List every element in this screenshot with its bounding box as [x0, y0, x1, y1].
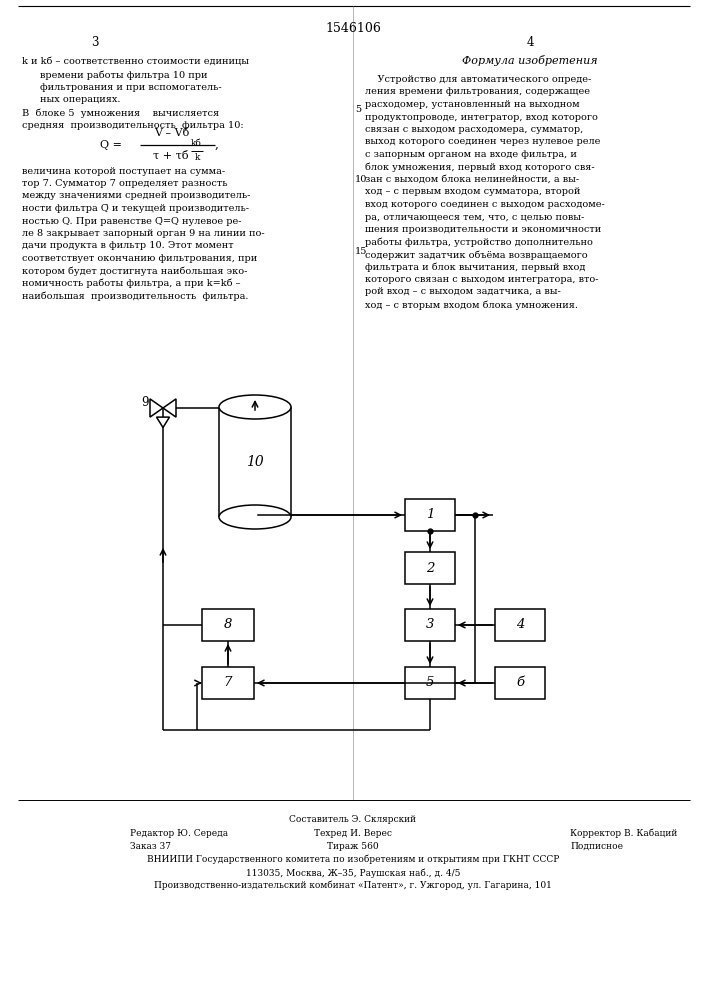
Text: Устройство для автоматического опреде-: Устройство для автоматического опреде-: [365, 75, 591, 84]
Text: Редактор Ю. Середа: Редактор Ю. Середа: [130, 829, 228, 838]
Text: 5: 5: [426, 676, 434, 690]
Text: вход которого соединен с выходом расходоме-: вход которого соединен с выходом расходо…: [365, 200, 604, 209]
Text: продуктопроводе, интегратор, вход которого: продуктопроводе, интегратор, вход которо…: [365, 112, 598, 121]
Text: 15: 15: [355, 247, 368, 256]
Text: 10: 10: [246, 455, 264, 469]
Text: фильтрата и блок вычитания, первый вход: фильтрата и блок вычитания, первый вход: [365, 262, 585, 272]
Text: 113035, Москва, Ж–35, Раушская наб., д. 4/5: 113035, Москва, Ж–35, Раушская наб., д. …: [246, 868, 460, 878]
Text: шения производительности и экономичности: шения производительности и экономичности: [365, 225, 601, 234]
Text: ности фильтра Q̄ и текущей производитель-: ности фильтра Q̄ и текущей производитель…: [22, 204, 249, 213]
Text: наибольшая  производительность  фильтра.: наибольшая производительность фильтра.: [22, 292, 248, 301]
Text: 3: 3: [426, 618, 434, 632]
Text: τ + τб: τ + τб: [153, 150, 189, 160]
Text: 4: 4: [516, 618, 524, 632]
Text: содержит задатчик объёма возвращаемого: содержит задатчик объёма возвращаемого: [365, 250, 588, 259]
Text: соответствует окончанию фильтрования, при: соответствует окончанию фильтрования, пр…: [22, 254, 257, 263]
Text: между значениями средней производитель-: между значениями средней производитель-: [22, 192, 250, 200]
Bar: [202, 609, 254, 641]
Text: средняя  производительность  фильтра 10:: средняя производительность фильтра 10:: [22, 120, 244, 129]
Text: б: б: [516, 676, 524, 690]
Text: ления времени фильтрования, содержащее: ления времени фильтрования, содержащее: [365, 88, 590, 97]
Text: 3: 3: [91, 35, 99, 48]
Text: 5: 5: [355, 105, 361, 114]
Bar: [495, 667, 545, 699]
Text: Производственно-издательский комбинат «Патент», г. Ужгород, ул. Гагарина, 101: Производственно-издательский комбинат «П…: [154, 881, 552, 890]
Text: Формула изобретения: Формула изобретения: [462, 55, 598, 66]
Text: 7: 7: [224, 676, 232, 690]
Text: Заказ 37: Заказ 37: [130, 842, 171, 851]
Text: kб: kб: [191, 138, 201, 147]
Text: ВНИИПИ Государственного комитета по изобретениям и открытиям при ГКНТ СССР: ВНИИПИ Государственного комитета по изоб…: [147, 855, 559, 864]
Bar: [405, 609, 455, 641]
Text: ход – с первым входом сумматора, второй: ход – с первым входом сумматора, второй: [365, 188, 580, 196]
Text: котором будет достигнута наибольшая эко-: котором будет достигнута наибольшая эко-: [22, 266, 247, 276]
Text: 1546106: 1546106: [325, 21, 381, 34]
Text: ра, отличающееся тем, что, с целью повы-: ра, отличающееся тем, что, с целью повы-: [365, 213, 584, 222]
Text: дачи продукта в фильтр 10. Этот момент: дачи продукта в фильтр 10. Этот момент: [22, 241, 233, 250]
Polygon shape: [163, 399, 176, 417]
Polygon shape: [150, 399, 163, 417]
Text: k: k: [194, 153, 199, 162]
Text: блок умножения, первый вход которого свя-: блок умножения, первый вход которого свя…: [365, 162, 595, 172]
Ellipse shape: [219, 505, 291, 529]
Text: с запорным органом на входе фильтра, и: с запорным органом на входе фильтра, и: [365, 150, 577, 159]
Text: величина которой поступает на сумма-: величина которой поступает на сумма-: [22, 166, 225, 176]
Text: выход которого соединен через нулевое реле: выход которого соединен через нулевое ре…: [365, 137, 600, 146]
Text: фильтрования и при вспомогатель-: фильтрования и при вспомогатель-: [40, 83, 221, 92]
Text: тор 7. Сумматор 7 определяет разность: тор 7. Сумматор 7 определяет разность: [22, 179, 228, 188]
Text: 4: 4: [526, 35, 534, 48]
Bar: [405, 667, 455, 699]
Text: номичность работы фильтра, а при k=kб –: номичность работы фильтра, а при k=kб –: [22, 279, 240, 288]
Text: расходомер, установленный на выходном: расходомер, установленный на выходном: [365, 100, 580, 109]
Text: Корректор В. Кабаций: Корректор В. Кабаций: [570, 829, 677, 838]
Text: 8: 8: [224, 618, 232, 632]
Text: 9: 9: [141, 396, 148, 410]
Text: работы фильтра, устройство дополнительно: работы фильтра, устройство дополнительно: [365, 237, 593, 247]
Text: ход – с вторым входом блока умножения.: ход – с вторым входом блока умножения.: [365, 300, 578, 310]
Bar: [405, 499, 455, 531]
Text: Тираж 560: Тираж 560: [327, 842, 379, 851]
Text: Подписное: Подписное: [570, 842, 623, 851]
Text: зан с выходом блока нелинейности, а вы-: зан с выходом блока нелинейности, а вы-: [365, 175, 579, 184]
Polygon shape: [156, 417, 170, 428]
Text: связан с выходом расходомера, сумматор,: связан с выходом расходомера, сумматор,: [365, 125, 583, 134]
Text: которого связан с выходом интегратора, вто-: которого связан с выходом интегратора, в…: [365, 275, 599, 284]
Text: 2: 2: [426, 562, 434, 574]
Text: ных операциях.: ных операциях.: [40, 96, 120, 104]
Text: ле 8 закрывает запорный орган 9 на линии по-: ле 8 закрывает запорный орган 9 на линии…: [22, 229, 264, 238]
Bar: [405, 552, 455, 584]
Text: 10: 10: [355, 176, 368, 184]
Text: ностью Q. При равенстве Q̄=Q нулевое ре-: ностью Q. При равенстве Q̄=Q нулевое ре-: [22, 217, 242, 226]
Text: Составитель Э. Склярский: Составитель Э. Склярский: [289, 815, 416, 824]
Bar: [495, 609, 545, 641]
Text: В  блоке 5  умножения    вычисляется: В блоке 5 умножения вычисляется: [22, 108, 219, 117]
Text: ,: ,: [215, 138, 219, 151]
Text: времени работы фильтра 10 при: времени работы фильтра 10 при: [40, 70, 207, 80]
Text: V – Vб: V – Vб: [154, 128, 189, 138]
Text: рой вход – с выходом задатчика, а вы-: рой вход – с выходом задатчика, а вы-: [365, 288, 561, 296]
Ellipse shape: [219, 395, 291, 419]
Text: k и kб – соответственно стоимости единицы: k и kб – соответственно стоимости единиц…: [22, 58, 249, 67]
Text: Q =: Q =: [100, 139, 122, 149]
Text: Техред И. Верес: Техред И. Верес: [314, 829, 392, 838]
Bar: [202, 667, 254, 699]
Text: 1: 1: [426, 508, 434, 522]
